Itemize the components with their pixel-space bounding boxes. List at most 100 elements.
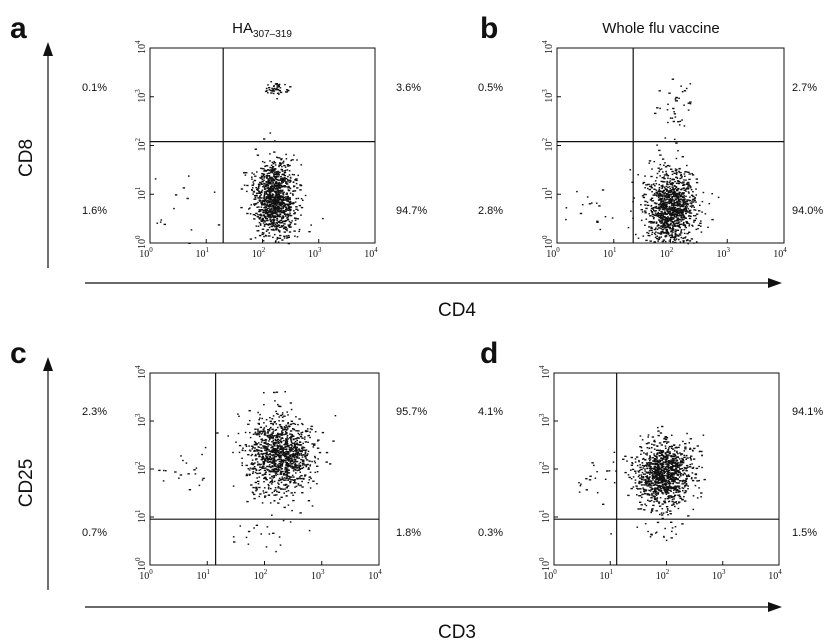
- data-point: [655, 192, 659, 194]
- data-point: [286, 237, 288, 239]
- data-point: [252, 213, 256, 216]
- data-point: [675, 491, 678, 493]
- data-point: [246, 212, 249, 215]
- data-point: [258, 191, 262, 193]
- data-point: [675, 489, 678, 492]
- data-point: [270, 188, 272, 190]
- data-point: [684, 473, 686, 475]
- data-point: [283, 185, 286, 187]
- data-point: [293, 174, 295, 176]
- data-point: [295, 485, 298, 488]
- data-point: [685, 207, 687, 209]
- quadrant-upper-right-c: 95.7%: [396, 406, 427, 418]
- data-point: [668, 481, 671, 484]
- data-point: [283, 453, 286, 455]
- data-point: [680, 216, 683, 219]
- data-point: [644, 210, 647, 212]
- data-point: [655, 221, 658, 223]
- data-point: [671, 182, 674, 184]
- data-point: [265, 210, 268, 212]
- data-point: [681, 204, 684, 206]
- data-point: [252, 471, 255, 473]
- data-point: [677, 229, 680, 231]
- data-point: [232, 485, 235, 487]
- data-point: [664, 196, 666, 198]
- data-point: [656, 473, 659, 475]
- data-point: [275, 181, 277, 183]
- data-point: [317, 439, 320, 441]
- data-point: [286, 164, 290, 166]
- data-point: [275, 449, 278, 452]
- data-point: [272, 450, 275, 452]
- data-point: [671, 227, 675, 230]
- data-point: [672, 188, 674, 191]
- data-point: [291, 159, 294, 161]
- data-point: [662, 512, 665, 514]
- data-point: [650, 222, 652, 224]
- data-point: [278, 211, 281, 213]
- data-point: [666, 231, 670, 234]
- data-point: [588, 479, 592, 481]
- data-point: [280, 452, 282, 454]
- data-point: [634, 470, 637, 472]
- data-point: [672, 486, 675, 488]
- data-point: [275, 391, 279, 393]
- data-point: [276, 449, 280, 452]
- data-point: [667, 492, 670, 494]
- data-point: [658, 474, 661, 476]
- data-point: [662, 203, 665, 206]
- data-point: [664, 452, 667, 454]
- data-point: [668, 165, 671, 167]
- data-point: [267, 436, 270, 438]
- data-point: [666, 508, 669, 510]
- data-point: [708, 203, 711, 205]
- data-point: [687, 239, 689, 241]
- data-point: [693, 447, 696, 450]
- data-point: [282, 177, 285, 180]
- data-point: [285, 467, 288, 469]
- data-point: [676, 188, 678, 191]
- data-point: [292, 470, 295, 472]
- data-point: [650, 211, 654, 213]
- data-point: [671, 202, 673, 205]
- data-point: [672, 193, 674, 195]
- data-point: [284, 455, 288, 457]
- data-point: [294, 423, 297, 425]
- data-point: [300, 206, 304, 209]
- data-point: [270, 89, 272, 92]
- data-point: [666, 229, 668, 231]
- data-point: [684, 484, 686, 486]
- data-point: [285, 181, 288, 183]
- data-point: [302, 442, 304, 445]
- data-point: [269, 203, 271, 205]
- data-point: [675, 238, 678, 240]
- data-point: [254, 433, 257, 435]
- data-point: [253, 203, 256, 205]
- data-point: [271, 180, 274, 182]
- data-point: [646, 477, 648, 479]
- data-point: [270, 81, 272, 83]
- data-point: [260, 209, 264, 211]
- data-point: [654, 441, 656, 443]
- data-point: [644, 453, 647, 455]
- data-point: [673, 172, 676, 174]
- data-point: [649, 536, 652, 538]
- data-point: [262, 173, 266, 175]
- data-point: [666, 468, 669, 470]
- data-point: [666, 198, 669, 200]
- data-point: [654, 476, 658, 478]
- data-point: [656, 144, 658, 146]
- data-point: [668, 500, 670, 503]
- data-point: [659, 478, 662, 480]
- data-point: [263, 467, 265, 469]
- data-point: [299, 189, 302, 191]
- data-point: [677, 207, 679, 210]
- data-point: [278, 433, 281, 435]
- data-point: [670, 445, 673, 447]
- data-point: [681, 499, 684, 501]
- data-point: [271, 212, 275, 214]
- data-point: [674, 488, 677, 490]
- data-point: [279, 226, 282, 228]
- data-point: [672, 455, 675, 458]
